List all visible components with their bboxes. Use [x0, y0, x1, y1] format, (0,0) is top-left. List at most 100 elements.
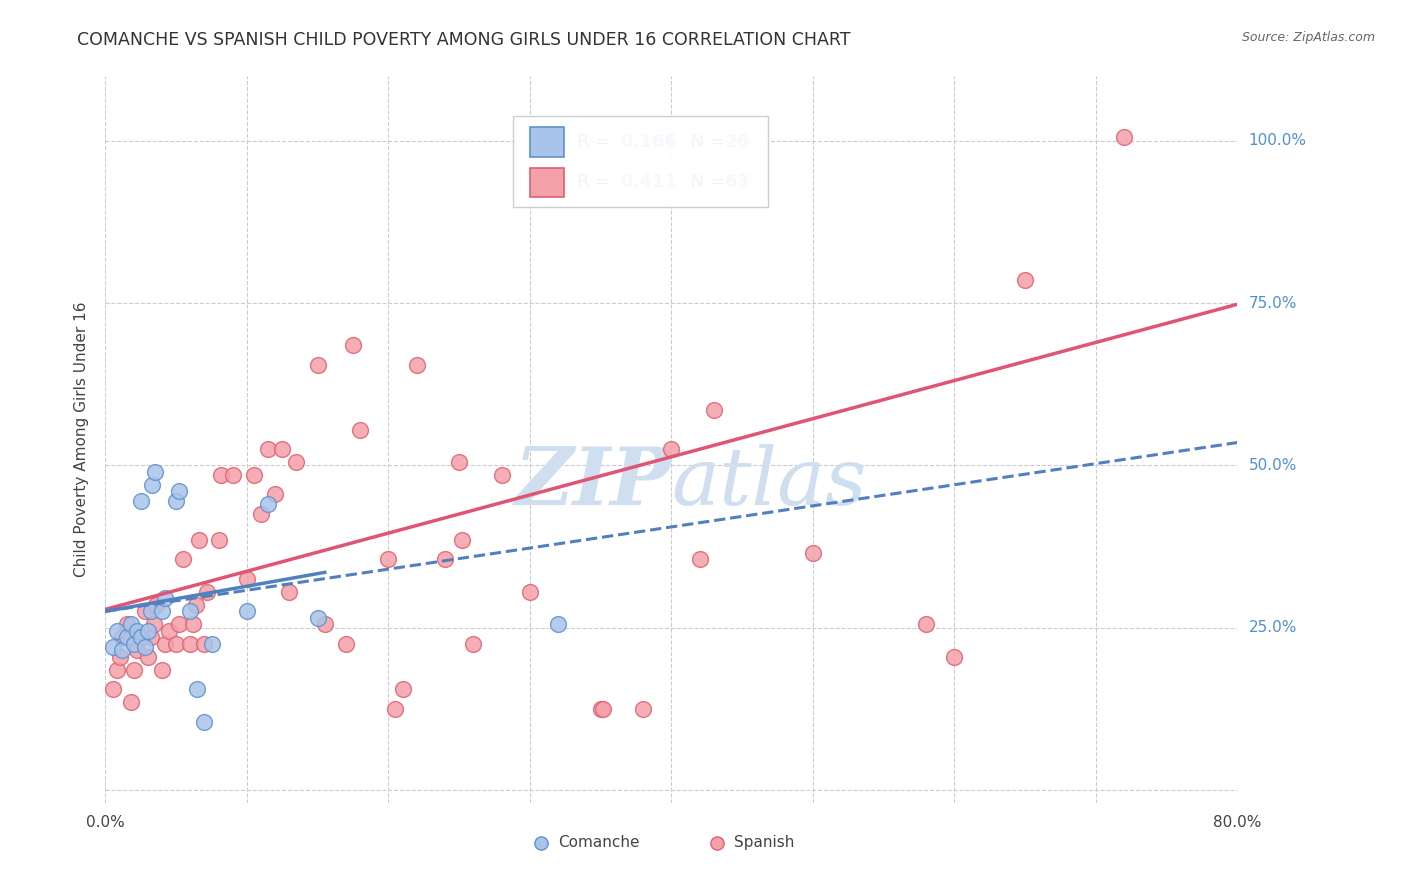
Point — [105, 624, 128, 638]
Point — [801, 546, 824, 560]
Point — [167, 617, 190, 632]
Point — [858, 818, 880, 832]
FancyBboxPatch shape — [530, 128, 564, 157]
Point — [115, 630, 138, 644]
Point — [271, 442, 294, 456]
Text: atlas: atlas — [672, 444, 866, 522]
Point — [129, 494, 152, 508]
Point — [129, 630, 152, 644]
Point — [592, 701, 614, 715]
Point — [179, 604, 201, 618]
Point — [278, 585, 301, 599]
Point — [141, 477, 163, 491]
Point — [1014, 273, 1036, 287]
Text: 63: 63 — [724, 173, 749, 191]
Point — [193, 714, 215, 729]
Text: COMANCHE VS SPANISH CHILD POVERTY AMONG GIRLS UNDER 16 CORRELATION CHART: COMANCHE VS SPANISH CHILD POVERTY AMONG … — [77, 31, 851, 49]
Point — [129, 630, 152, 644]
Text: 0.166: 0.166 — [620, 133, 678, 151]
Point — [211, 468, 233, 483]
Point — [243, 468, 266, 483]
Point — [187, 533, 209, 547]
Point — [689, 552, 711, 566]
Point — [150, 604, 173, 618]
Point — [145, 598, 167, 612]
Text: 26: 26 — [724, 133, 749, 151]
Text: N =: N = — [679, 173, 731, 191]
Point — [547, 617, 569, 632]
Point — [491, 468, 513, 483]
Point — [184, 598, 207, 612]
Point — [139, 630, 162, 644]
Text: 100.0%: 100.0% — [1249, 133, 1306, 148]
Point — [165, 637, 187, 651]
Point — [101, 682, 124, 697]
Text: 0.411: 0.411 — [620, 173, 678, 191]
Point — [463, 637, 485, 651]
Point — [105, 663, 128, 677]
Y-axis label: Child Poverty Among Girls Under 16: Child Poverty Among Girls Under 16 — [75, 301, 90, 577]
Text: ZIP: ZIP — [515, 444, 672, 522]
Text: Spanish: Spanish — [734, 835, 794, 850]
Point — [143, 465, 166, 479]
Text: R =: R = — [578, 173, 616, 191]
Point — [943, 649, 966, 664]
Point — [122, 637, 145, 651]
Point — [391, 682, 413, 697]
Point — [519, 585, 541, 599]
Point — [222, 468, 245, 483]
Point — [257, 497, 280, 511]
Point — [589, 701, 612, 715]
Point — [257, 442, 280, 456]
Point — [136, 624, 159, 638]
Point — [342, 338, 364, 352]
Text: Comanche: Comanche — [558, 835, 640, 850]
Point — [179, 637, 201, 651]
Point — [120, 617, 142, 632]
Point — [236, 572, 259, 586]
Point — [134, 604, 156, 618]
Point — [111, 643, 134, 657]
Point — [1114, 130, 1136, 145]
Point — [120, 695, 142, 709]
Point — [111, 630, 134, 644]
Point — [915, 617, 938, 632]
Point — [150, 663, 173, 677]
Point — [307, 611, 329, 625]
Point — [165, 494, 187, 508]
Point — [142, 617, 165, 632]
Text: 75.0%: 75.0% — [1249, 295, 1296, 310]
Point — [108, 649, 131, 664]
Point — [134, 640, 156, 654]
Point — [181, 617, 204, 632]
Point — [451, 533, 474, 547]
Point — [153, 591, 176, 606]
Point — [139, 604, 162, 618]
Text: 80.0%: 80.0% — [1213, 814, 1261, 830]
Point — [125, 643, 148, 657]
Point — [157, 624, 180, 638]
Point — [377, 552, 399, 566]
Point — [661, 442, 683, 456]
Text: 25.0%: 25.0% — [1249, 620, 1296, 635]
Point — [115, 617, 138, 632]
FancyBboxPatch shape — [530, 168, 564, 196]
Point — [236, 604, 259, 618]
Point — [122, 663, 145, 677]
FancyBboxPatch shape — [513, 116, 768, 207]
Point — [703, 403, 725, 417]
Text: N =: N = — [679, 133, 731, 151]
Point — [307, 358, 329, 372]
Point — [186, 682, 208, 697]
Text: 50.0%: 50.0% — [1249, 458, 1296, 473]
Point — [125, 624, 148, 638]
Point — [195, 585, 218, 599]
Point — [449, 455, 471, 469]
Point — [200, 637, 222, 651]
Point — [172, 552, 194, 566]
Point — [335, 637, 357, 651]
Point — [433, 552, 456, 566]
Point — [285, 455, 308, 469]
Point — [405, 358, 427, 372]
Point — [167, 484, 190, 499]
